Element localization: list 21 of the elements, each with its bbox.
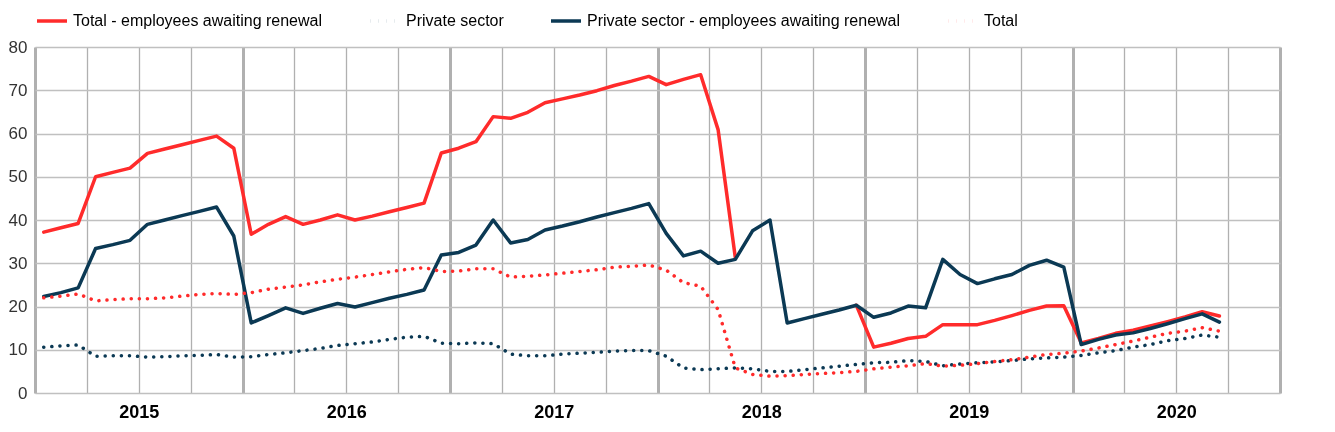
y-tick-label: 0 — [18, 383, 28, 403]
y-tick-label: 80 — [8, 37, 28, 57]
y-tick-label: 50 — [8, 167, 28, 187]
line-series — [41, 263, 1222, 378]
legend-label: Total - employees awaiting renewal — [73, 12, 323, 29]
y-tick-label: 40 — [8, 210, 28, 230]
x-tick-label: 2020 — [1156, 401, 1197, 422]
x-tick-label: 2016 — [326, 401, 367, 422]
line-series — [41, 201, 1222, 347]
legend-label: Total — [984, 12, 1018, 29]
x-tick-label: 2018 — [741, 401, 782, 422]
x-tick-label: 2019 — [949, 401, 990, 422]
legend-label: Private sector — [406, 12, 505, 29]
x-tick-label: 2015 — [119, 401, 160, 422]
x-tick-label: 2017 — [534, 401, 575, 422]
y-tick-label: 10 — [8, 340, 28, 360]
y-tick-label: 30 — [8, 253, 28, 273]
y-tick-label: 70 — [8, 80, 28, 100]
legend-label: Private sector - employees awaiting renewal — [587, 12, 901, 29]
y-tick-label: 20 — [8, 297, 28, 316]
y-tick-label: 60 — [8, 124, 28, 143]
